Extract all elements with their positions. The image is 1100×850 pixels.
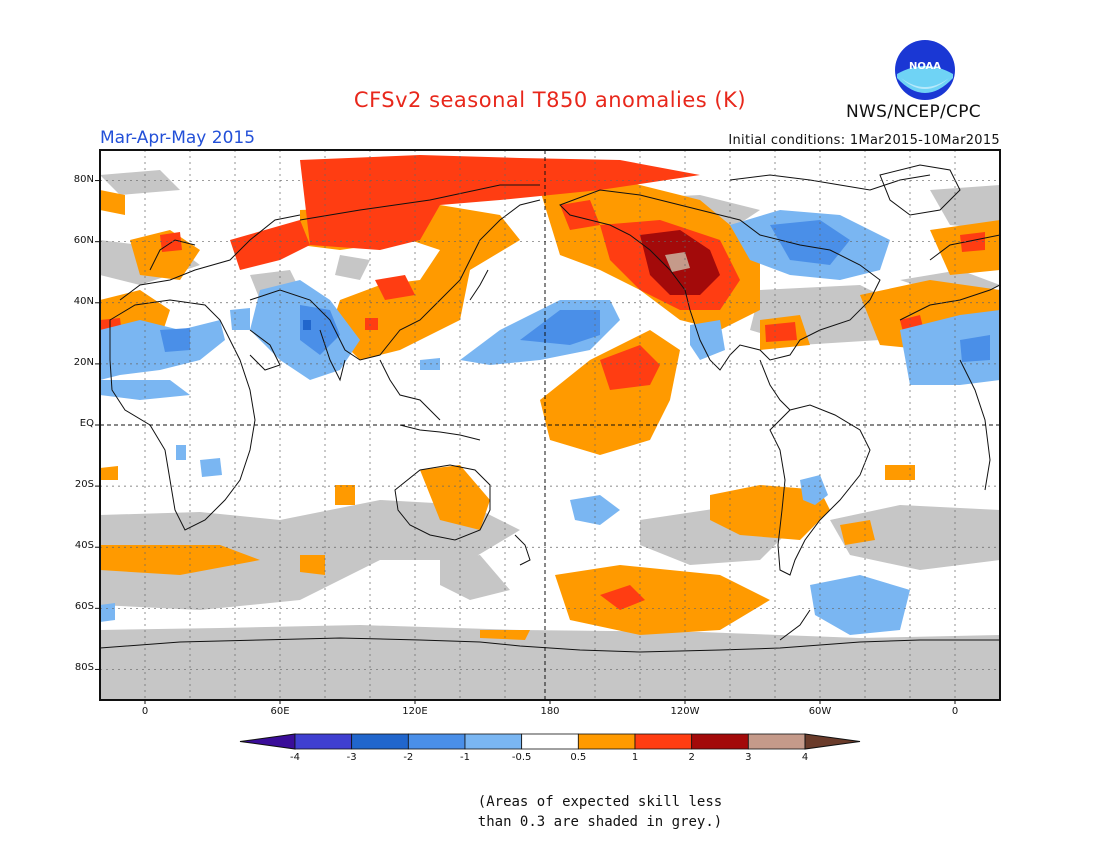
lat-label: 20S bbox=[74, 479, 94, 491]
noaa-logo-icon: NOAA bbox=[895, 40, 955, 100]
colorbar-segment bbox=[239, 733, 296, 750]
gridlines bbox=[100, 150, 1000, 700]
colorbar bbox=[239, 733, 861, 750]
cold-anomaly-2-3 bbox=[303, 320, 311, 330]
colorbar-segment bbox=[634, 733, 693, 750]
colorbar-segment bbox=[351, 733, 409, 750]
noaa-logo-text: NOAA bbox=[909, 61, 941, 72]
lat-label: 20N bbox=[73, 356, 94, 368]
lon-label: 60W bbox=[808, 706, 832, 717]
lon-label: 120W bbox=[670, 706, 700, 717]
colorbar-tick-label: 2 bbox=[688, 752, 695, 763]
colorbar-segment bbox=[464, 733, 523, 750]
lat-label: 60S bbox=[74, 601, 94, 613]
colorbar-tick-label: -2 bbox=[403, 752, 414, 763]
lat-label: 40N bbox=[73, 295, 94, 307]
colorbar-tick-label: -3 bbox=[346, 752, 357, 763]
warm-anomaly-3-4 bbox=[665, 252, 690, 272]
colorbar-segment bbox=[521, 733, 579, 750]
lat-label: EQ bbox=[79, 418, 94, 429]
coastlines bbox=[100, 164, 1000, 653]
colorbar-segment bbox=[804, 733, 861, 750]
lon-label: 0 bbox=[141, 706, 149, 717]
lat-label: 60N bbox=[73, 234, 94, 246]
colorbar-tick-label: 1 bbox=[631, 752, 639, 763]
season-label: Mar-Apr-May 2015 bbox=[100, 128, 256, 148]
map-ticks bbox=[95, 180, 956, 704]
lon-label: 180 bbox=[540, 706, 560, 717]
lat-label: 80S bbox=[74, 662, 94, 674]
agency-label: NWS/NCEP/CPC bbox=[846, 102, 981, 122]
colorbar-segment bbox=[407, 733, 466, 750]
colorbar-segment bbox=[577, 733, 636, 750]
colorbar-tick-label: -1 bbox=[460, 752, 470, 763]
colorbar-tick-label: 0.5 bbox=[570, 752, 587, 763]
cold-anomaly-1-2 bbox=[160, 220, 990, 362]
lon-label: 120E bbox=[402, 706, 428, 717]
colorbar-tick-label: -0.5 bbox=[511, 752, 532, 763]
map-title: CFSv2 seasonal T850 anomalies (K) bbox=[353, 88, 747, 112]
lat-label: 40S bbox=[74, 540, 94, 552]
initial-conditions-label: Initial conditions: 1Mar2015-10Mar2015 bbox=[728, 133, 1000, 148]
lon-label: 0 bbox=[951, 706, 959, 717]
lat-label: 80N bbox=[73, 173, 94, 185]
colorbar-segment bbox=[747, 733, 806, 750]
lon-label: 60E bbox=[270, 706, 290, 717]
skill-note: (Areas of expected skill less than 0.3 a… bbox=[477, 794, 723, 830]
colorbar-tick-label: 4 bbox=[801, 752, 809, 763]
colorbar-tick-label: 3 bbox=[745, 752, 752, 763]
colorbar-tick-label: -4 bbox=[290, 752, 300, 763]
colorbar-segment bbox=[294, 733, 353, 750]
colorbar-segment bbox=[691, 733, 749, 750]
